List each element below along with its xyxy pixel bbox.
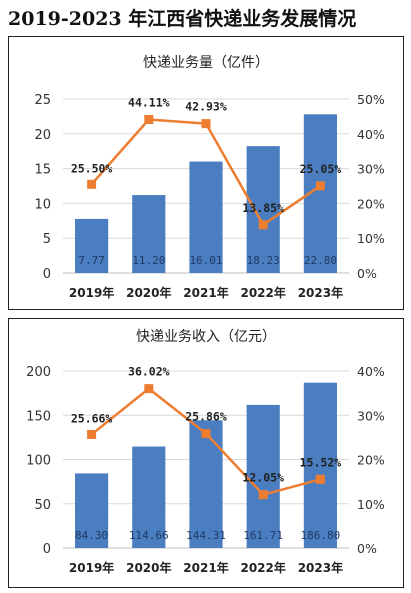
chart-panel-revenue: 快递业务收入（亿元） 0 50 100 150 200 0% 10% 20% 30% 40% 84.3… [8,318,404,588]
x-tick-label: 2021年 [183,285,228,300]
bar [189,161,223,273]
y-tick-label: 10 [34,197,51,212]
y-tick-label: 50 [34,498,51,513]
line-value-label: 12.05% [242,471,284,485]
chart-title: 快递业务量（亿件） [143,55,269,71]
y2-tick-label: 10% [357,231,385,246]
y2-tick-label: 40% [357,127,385,142]
x-tick-label: 2022年 [240,560,285,575]
x-tick-label: 2020年 [126,285,171,300]
y-tick-label: 0 [43,267,51,282]
y2-tick-label: 40% [357,364,385,379]
line-value-label: 15.52% [300,455,342,469]
y2-tick-label: 20% [357,453,385,468]
line-value-label: 25.66% [71,411,113,425]
y2-tick-label: 0% [357,541,377,556]
line-value-label: 25.05% [300,162,342,176]
line-value-label: 44.11% [128,95,170,109]
chart-volume-svg: 快递业务量（亿件） 0 5 10 15 20 25 0% 10% 20% 30% 40% 50% 7.77… [34,55,385,300]
line-point [87,429,97,439]
page-title: 2019-2023 年江西省快递业务发展情况 [8,8,357,30]
y2-tick-label: 0% [357,266,377,281]
y2-tick-label: 30% [357,408,385,423]
bar-value-label: 11.20 [132,254,165,267]
line-value-label: 42.93% [185,100,227,114]
bar-value-label: 84.30 [75,529,108,542]
y-tick-label: 20 [34,128,51,143]
y2-tick-label: 10% [357,497,385,512]
bar-value-label: 7.77 [78,254,105,267]
bar [132,446,166,548]
line-point [315,474,325,484]
bar [75,218,109,273]
chart-title: 快递业务收入（亿元） [136,329,276,345]
line-point [201,429,211,439]
chart-revenue-svg: 快递业务收入（亿元） 0 50 100 150 200 0% 10% 20% 30% 40% 84.3… [26,329,385,575]
bar-value-label: 114.66 [129,529,169,542]
bar [246,146,280,273]
line-value-label: 36.02% [128,365,170,379]
line-value-label: 13.85% [242,201,284,215]
y2-tick-label: 20% [357,196,385,211]
line-value-label: 25.50% [71,161,113,175]
x-tick-label: 2020年 [126,560,171,575]
y-tick-label: 0 [43,542,51,557]
y2-tick-label: 30% [357,162,385,177]
bar [189,420,223,548]
bar [132,195,166,273]
bar-value-label: 186.80 [301,529,341,542]
line-point [144,114,154,124]
bar-value-label: 161.71 [243,529,283,542]
bar [75,473,109,548]
line-value-label: 25.86% [185,410,227,424]
x-tick-label: 2023年 [298,285,343,300]
line-point [87,179,97,189]
y-tick-label: 5 [43,232,51,247]
x-tick-label: 2022年 [240,285,285,300]
y-tick-label: 25 [34,93,51,108]
x-tick-label: 2019年 [69,285,114,300]
line-point [258,490,268,500]
bar-value-label: 144.31 [186,529,226,542]
y-tick-label: 200 [26,365,51,380]
y2-tick-label: 50% [357,92,385,107]
x-tick-label: 2021年 [183,560,228,575]
bar-value-label: 22.80 [304,254,337,267]
line-point [144,384,154,394]
chart-panel-volume: 快递业务量（亿件） 0 5 10 15 20 25 0% 10% 20% 30% 40% 50% 7.77… [8,36,404,310]
bar [303,382,337,548]
bar-value-label: 18.23 [247,254,280,267]
line-point [201,119,211,129]
bar [246,404,280,548]
y-tick-label: 150 [26,409,51,424]
x-tick-label: 2023年 [298,560,343,575]
x-tick-label: 2019年 [69,560,114,575]
line-point [315,181,325,191]
y-tick-label: 15 [34,163,51,178]
bar-value-label: 16.01 [189,254,222,267]
y-tick-label: 100 [26,454,51,469]
line-point [258,220,268,230]
